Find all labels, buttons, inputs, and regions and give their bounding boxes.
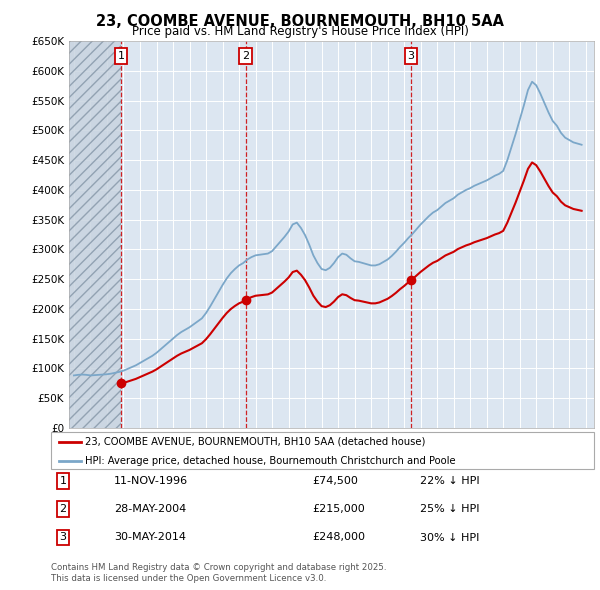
- Text: 28-MAY-2004: 28-MAY-2004: [114, 504, 186, 514]
- Text: 25% ↓ HPI: 25% ↓ HPI: [420, 504, 479, 514]
- Text: 3: 3: [407, 51, 415, 61]
- Text: 23, COOMBE AVENUE, BOURNEMOUTH, BH10 5AA (detached house): 23, COOMBE AVENUE, BOURNEMOUTH, BH10 5AA…: [85, 437, 425, 447]
- Text: £74,500: £74,500: [312, 476, 358, 486]
- FancyBboxPatch shape: [51, 432, 594, 469]
- Text: 30-MAY-2014: 30-MAY-2014: [114, 533, 186, 542]
- Bar: [69, 41, 121, 428]
- Text: Price paid vs. HM Land Registry's House Price Index (HPI): Price paid vs. HM Land Registry's House …: [131, 25, 469, 38]
- Text: 3: 3: [59, 533, 67, 542]
- Text: 1: 1: [118, 51, 125, 61]
- Text: 23, COOMBE AVENUE, BOURNEMOUTH, BH10 5AA: 23, COOMBE AVENUE, BOURNEMOUTH, BH10 5AA: [96, 14, 504, 28]
- Text: 2: 2: [59, 504, 67, 514]
- Text: 22% ↓ HPI: 22% ↓ HPI: [420, 476, 479, 486]
- Text: £215,000: £215,000: [312, 504, 365, 514]
- Text: Contains HM Land Registry data © Crown copyright and database right 2025.
This d: Contains HM Land Registry data © Crown c…: [51, 563, 386, 583]
- Text: 2: 2: [242, 51, 250, 61]
- Text: 1: 1: [59, 476, 67, 486]
- Text: HPI: Average price, detached house, Bournemouth Christchurch and Poole: HPI: Average price, detached house, Bour…: [85, 456, 456, 466]
- Text: 30% ↓ HPI: 30% ↓ HPI: [420, 533, 479, 542]
- Text: 11-NOV-1996: 11-NOV-1996: [114, 476, 188, 486]
- Text: £248,000: £248,000: [312, 533, 365, 542]
